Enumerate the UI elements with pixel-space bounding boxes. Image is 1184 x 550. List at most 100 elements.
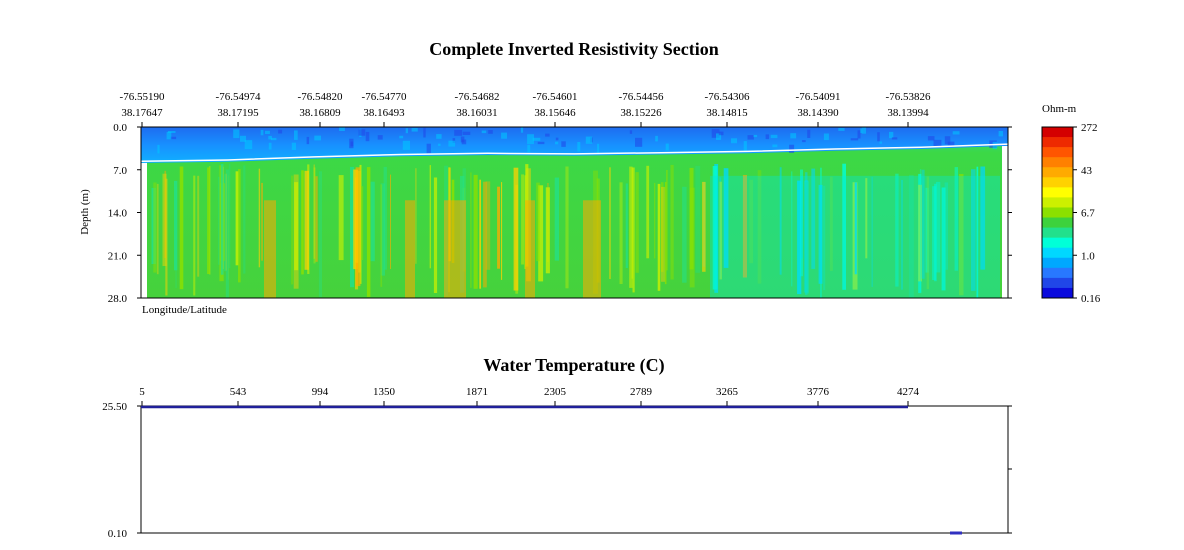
resistivity-streak: [926, 176, 929, 290]
latitude-tick-label: 38.17647: [121, 107, 163, 119]
resistivity-section: Complete Inverted Resistivity Section -7…: [79, 39, 1101, 316]
resistivity-streak: [823, 185, 826, 291]
water-speckle: [436, 134, 442, 139]
resistivity-streak: [919, 169, 922, 292]
resistivity-anomaly: [525, 200, 535, 298]
colorbar-swatch: [1042, 127, 1073, 138]
colorbar-swatch: [1042, 197, 1073, 208]
resistivity-streak: [654, 182, 656, 259]
depth-tick-label: 21.0: [108, 250, 128, 262]
colorbar-tick-label: 6.7: [1081, 208, 1095, 220]
resistivity-streak: [944, 182, 948, 270]
temperature-plot-frame: [140, 405, 1009, 534]
water-speckle: [998, 131, 1003, 137]
resistivity-streak: [479, 179, 481, 289]
water-speckle: [772, 144, 778, 148]
latitude-tick-label: 38.14390: [797, 107, 839, 119]
water-speckle: [537, 141, 545, 145]
resistivity-streak: [497, 186, 500, 269]
water-speckle: [555, 141, 559, 145]
longitude-tick-label: -76.54770: [362, 91, 407, 103]
resistivity-streak: [313, 164, 315, 259]
water-speckle: [405, 128, 408, 134]
water-speckle: [527, 134, 534, 145]
temperature-x-axis: 5 543 994 1350 1871 2305 2789 3265 3776 4274: [139, 386, 920, 406]
water-speckle: [952, 131, 960, 135]
resistivity-streak: [865, 178, 868, 259]
resistivity-streak: [818, 184, 823, 284]
water-speckle: [807, 129, 811, 138]
resistivity-x-axis: -76.55190 38.17647 -76.54974 38.17195 -76.54…: [120, 91, 931, 127]
resistivity-streak: [935, 181, 941, 273]
distance-tick-label: 1871: [466, 386, 488, 398]
water-speckle: [481, 130, 487, 134]
resistivity-streak: [901, 180, 903, 290]
colorbar-tick-label: 1.0: [1081, 250, 1095, 262]
resistivity-streak: [207, 167, 210, 274]
longitude-tick-label: -76.54091: [796, 91, 841, 103]
resistivity-streak: [162, 173, 167, 266]
water-speckle: [802, 140, 806, 143]
resistivity-streak: [842, 163, 846, 290]
resistivity-streak: [800, 169, 803, 277]
latitude-tick-label: 38.15226: [620, 107, 662, 119]
resistivity-streak: [513, 167, 519, 291]
water-speckle: [306, 136, 310, 145]
resistivity-streak: [243, 165, 246, 274]
resistivity-streak: [193, 175, 196, 296]
resistivity-streak: [895, 173, 899, 287]
colorbar-swatch: [1042, 217, 1073, 229]
temperature-outlier-marker: [950, 531, 962, 535]
water-speckle: [365, 131, 370, 142]
resistivity-streak: [355, 167, 361, 287]
water-speckle: [270, 137, 277, 141]
depth-tick-label: 7.0: [113, 165, 127, 177]
resistivity-streak: [238, 169, 241, 283]
resistivity-streak: [165, 178, 168, 296]
resistivity-streak: [383, 166, 387, 270]
resistivity-streak: [313, 167, 316, 264]
resistivity-streak: [220, 163, 224, 275]
resistivity-streak: [164, 170, 167, 258]
temperature-tick-label: 0.10: [108, 528, 128, 540]
resistivity-streak: [355, 170, 359, 263]
resistivity-streak: [689, 167, 694, 270]
water-speckle: [665, 143, 669, 151]
resistivity-streak: [225, 173, 227, 271]
depth-tick-label: 28.0: [108, 293, 128, 305]
water-speckle: [635, 137, 643, 147]
water-speckle: [170, 136, 177, 140]
resistivity-streak: [805, 181, 809, 294]
colorbar-swatch: [1042, 237, 1073, 249]
resistivity-streak: [565, 166, 569, 289]
resistivity-streak: [829, 176, 833, 271]
water-speckle: [860, 128, 863, 133]
resistivity-streak: [723, 168, 729, 268]
resistivity-streak: [318, 171, 322, 298]
water-speckle: [747, 135, 754, 140]
temperature-tick-label: 25.50: [102, 401, 127, 413]
resistivity-streak: [670, 164, 674, 280]
water-speckle: [168, 131, 176, 133]
x-axis-label: Longitude/Latitude: [142, 304, 227, 316]
resistivity-streak: [959, 174, 964, 296]
resistivity-streak: [294, 182, 299, 271]
water-speckle: [561, 141, 566, 147]
water-speckle: [265, 130, 270, 134]
water-speckle: [349, 138, 354, 149]
resistivity-streak: [225, 169, 229, 298]
water-speckle: [294, 130, 298, 140]
water-speckle: [838, 128, 845, 131]
resistivity-streak: [151, 187, 156, 264]
water-speckle: [770, 134, 778, 139]
resistivity-streak: [315, 176, 318, 262]
water-speckle: [718, 131, 724, 136]
water-speckle: [520, 127, 524, 133]
water-speckle: [823, 133, 829, 141]
resistivity-streak: [609, 167, 611, 279]
resistivity-streak: [941, 187, 946, 291]
resistivity-streak: [473, 174, 478, 289]
colorbar-tick-label: 0.16: [1081, 293, 1101, 305]
distance-tick-label: 4274: [897, 386, 920, 398]
